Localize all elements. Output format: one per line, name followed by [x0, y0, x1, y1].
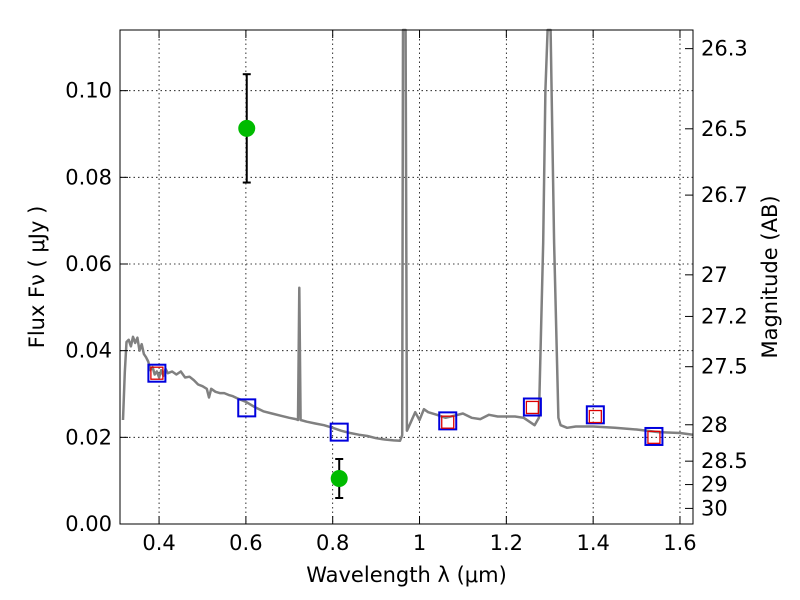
- right-tick-label: 26.3: [701, 37, 748, 61]
- y-tick-label: 0.06: [65, 252, 112, 276]
- band-flux-blue-square: [585, 405, 605, 425]
- right-tick-label: 27: [701, 263, 728, 287]
- marker-layer: [147, 73, 664, 499]
- right-axis-label: Magnitude (AB): [758, 195, 782, 358]
- band-flux-blue-square: [329, 422, 349, 442]
- y-tick-label: 0.04: [65, 339, 112, 363]
- right-tick-label: 30: [701, 496, 728, 520]
- y-tick-label: 0.02: [65, 425, 112, 449]
- tick-layer: 0.4 0.6 0.8 1 1.2 1.4 1.6 0.00 0.02 0.04 0.06 0.08 0…: [65, 30, 748, 555]
- right-tick-label: 28: [701, 413, 728, 437]
- band-flux-red-square: [588, 409, 602, 424]
- band-flux-red-square: [441, 415, 455, 429]
- x-tick-label: 1.6: [663, 531, 696, 555]
- right-tick-label: 27.5: [701, 355, 748, 379]
- y-tick-label: 0.10: [65, 79, 112, 103]
- band-flux-red-square: [647, 430, 661, 444]
- y-tick-label: 0.08: [65, 165, 112, 189]
- observed-flux-point: [238, 119, 256, 137]
- y-axis-label: Flux Fν ( μJy ): [25, 206, 49, 349]
- right-tick-label: 26.7: [701, 183, 748, 207]
- band-flux-red-square: [150, 366, 164, 380]
- x-axis-label: Wavelength λ (μm): [306, 563, 507, 587]
- band-flux-blue-square: [522, 397, 542, 417]
- right-tick-label: 28.5: [701, 449, 748, 473]
- observed-flux-point: [330, 470, 348, 487]
- x-tick-label: 1: [413, 531, 426, 555]
- x-tick-label: 1.4: [576, 531, 609, 555]
- band-flux-red-square: [525, 400, 540, 415]
- band-flux-blue-square: [147, 363, 167, 383]
- grid: [120, 30, 693, 524]
- right-tick-label: 26.5: [701, 117, 748, 141]
- x-tick-label: 1.2: [490, 531, 523, 555]
- spectrum-layer: [121, 28, 694, 443]
- spectrum-line: [121, 28, 694, 443]
- plot-frame: [119, 29, 694, 525]
- x-tick-label: 0.6: [229, 531, 262, 555]
- right-tick-label: 29: [701, 473, 728, 497]
- band-flux-blue-square: [644, 426, 664, 446]
- x-tick-label: 0.4: [142, 531, 175, 555]
- band-flux-blue-square: [237, 398, 257, 418]
- x-tick-label: 0.8: [316, 531, 349, 555]
- right-tick-label: 27.2: [701, 304, 748, 328]
- y-tick-label: 0.00: [65, 512, 112, 536]
- band-flux-blue-square: [438, 411, 458, 431]
